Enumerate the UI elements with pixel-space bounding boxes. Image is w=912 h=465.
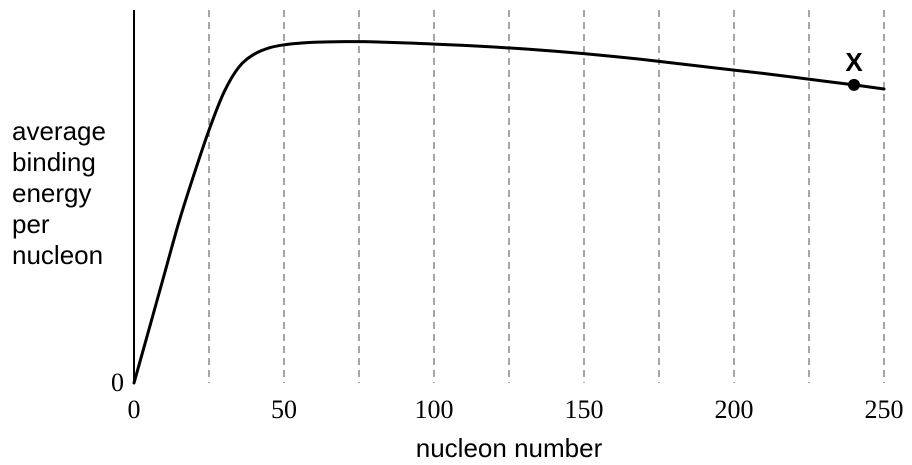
y-tick-label-0: 0: [111, 368, 124, 397]
point-x-marker: [848, 78, 860, 91]
x-tick-label-150: 150: [565, 395, 604, 424]
x-tick-label-250: 250: [865, 395, 904, 424]
gridlines: [208, 10, 885, 383]
x-tick-label-50: 50: [271, 395, 297, 424]
annotations: X: [845, 47, 863, 91]
point-x-label: X: [845, 47, 863, 77]
binding-energy-curve: [132, 40, 886, 385]
y-tick-labels: 0: [111, 368, 124, 397]
x-tick-label-200: 200: [715, 395, 754, 424]
y-axis-label-line: nucleon: [12, 240, 103, 270]
y-axis-label-line: energy: [12, 178, 92, 208]
y-axis-label-line: per: [12, 209, 50, 239]
x-tick-labels: 0 50 100 150 200 250: [128, 395, 904, 424]
x-tick-label-0: 0: [128, 395, 141, 424]
y-axis-label-line: binding: [12, 147, 96, 177]
y-axis-label-line: average: [12, 116, 106, 146]
x-tick-label-100: 100: [415, 395, 454, 424]
x-axis-label: nucleon number: [416, 433, 603, 463]
